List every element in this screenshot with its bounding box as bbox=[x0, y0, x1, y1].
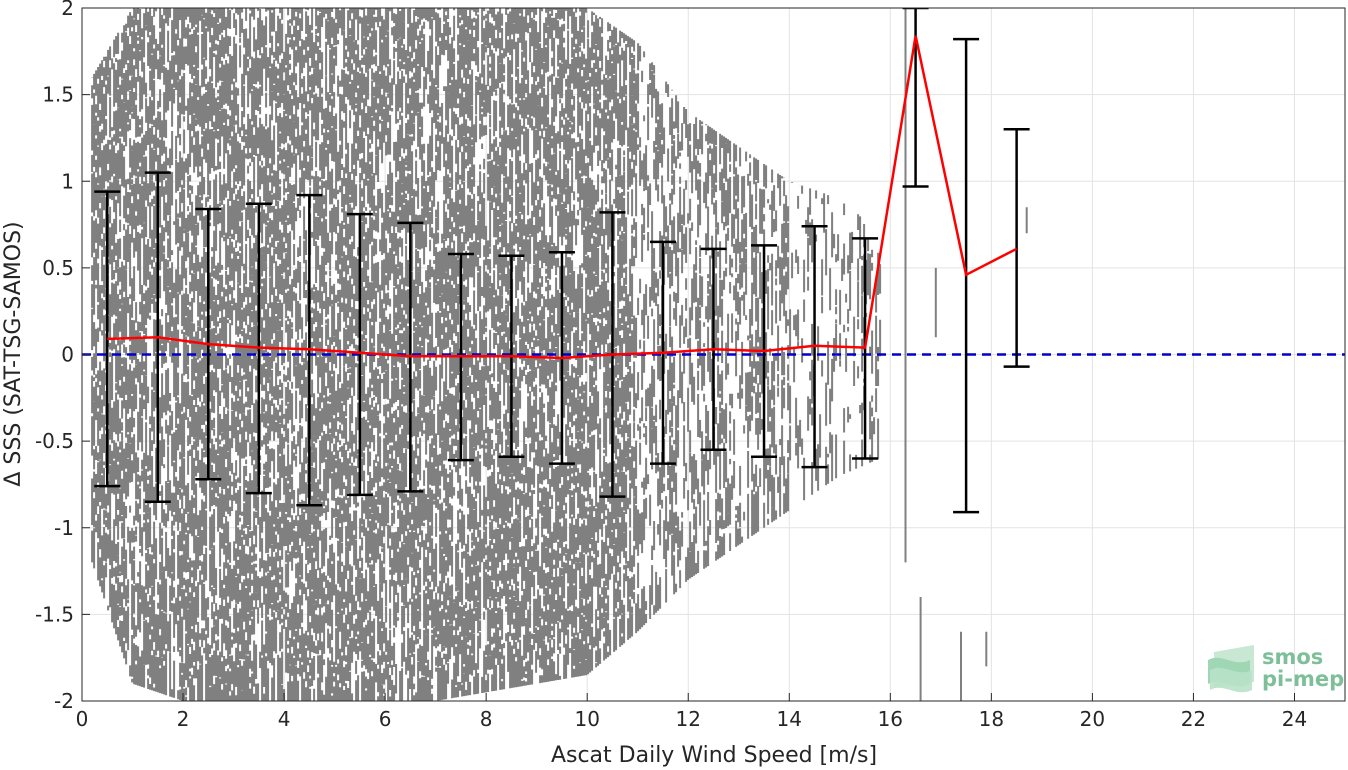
x-tick-label: 24 bbox=[1282, 707, 1307, 731]
y-axis-label: Δ SSS (SAT-TSG-SAMOS) bbox=[1, 221, 26, 486]
x-tick-label: 0 bbox=[76, 707, 89, 731]
logo-waves-icon bbox=[1208, 645, 1254, 693]
y-tick-label: 2 bbox=[61, 0, 74, 20]
x-tick-label: 16 bbox=[878, 707, 903, 731]
error-bar bbox=[346, 212, 373, 497]
x-axis-label: Ascat Daily Wind Speed [m/s] bbox=[551, 743, 877, 768]
error-bar bbox=[1003, 128, 1030, 368]
x-tick-label: 18 bbox=[979, 707, 1004, 731]
y-tick-label: 0 bbox=[61, 343, 74, 367]
x-tick-label: 20 bbox=[1080, 707, 1105, 731]
y-tick-label: -1 bbox=[54, 516, 74, 540]
y-tick-labels: -2 -1.5 -1 -0.5 0 0.5 1 1.5 2 bbox=[35, 0, 90, 713]
mean-line bbox=[107, 35, 1018, 360]
mean-series-line bbox=[107, 35, 1018, 360]
logo-line1: smos bbox=[1262, 645, 1323, 669]
scatter-points bbox=[91, 8, 1028, 701]
x-tick-label: 8 bbox=[480, 707, 493, 731]
y-tick-label: 1.5 bbox=[42, 83, 74, 107]
y-tick-label: 0.5 bbox=[42, 256, 74, 280]
x-tick-label: 14 bbox=[777, 707, 802, 731]
x-tick-label: 6 bbox=[379, 707, 392, 731]
y-tick-label: -1.5 bbox=[35, 602, 74, 626]
x-tick-label: 22 bbox=[1181, 707, 1206, 731]
scatter-strokes bbox=[91, 8, 1028, 701]
x-tick-label: 2 bbox=[177, 707, 190, 731]
smos-pi-mep-logo: smos pi-mep bbox=[1208, 645, 1344, 693]
x-tick-label: 4 bbox=[278, 707, 291, 731]
x-tick-label: 10 bbox=[574, 707, 599, 731]
x-tick-label: 12 bbox=[676, 707, 701, 731]
x-tick-labels: 0 2 4 6 8 10 12 14 16 18 20 22 24 bbox=[76, 693, 1307, 731]
logo-line2: pi-mep bbox=[1262, 667, 1344, 691]
y-tick-label: 1 bbox=[61, 169, 74, 193]
error-bar bbox=[94, 190, 121, 488]
y-tick-label: -0.5 bbox=[35, 429, 74, 453]
y-tick-label: -2 bbox=[54, 689, 74, 713]
